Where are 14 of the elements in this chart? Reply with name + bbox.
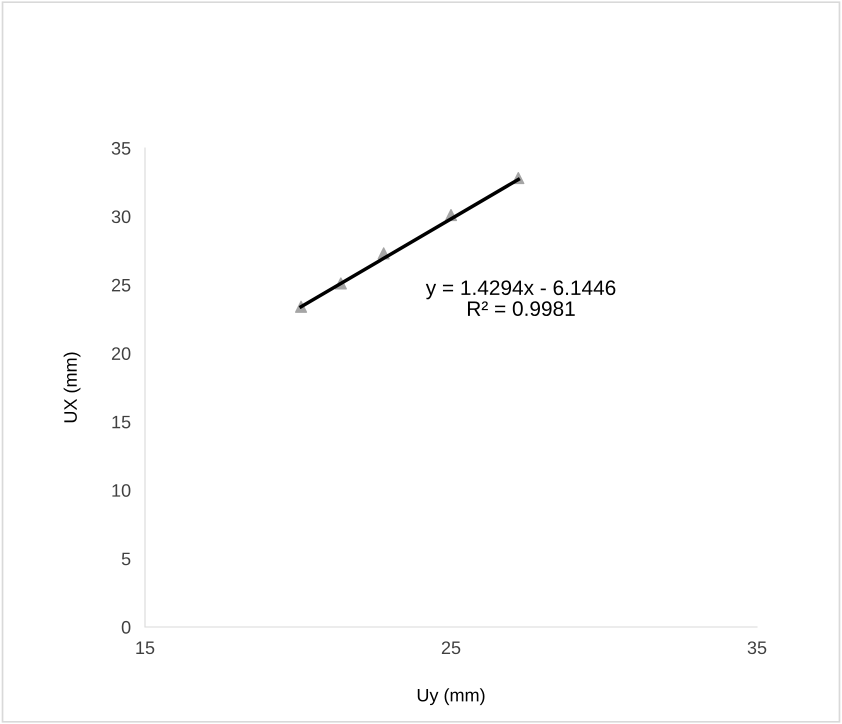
y-tick-label: 5 <box>122 552 130 566</box>
y-tick-label: 25 <box>112 278 130 292</box>
x-tick-label: 25 <box>442 641 460 654</box>
y-tick-label: 30 <box>112 210 130 224</box>
y-tick-label: 15 <box>112 416 130 428</box>
x-tick-label: 35 <box>748 641 766 654</box>
y-axis-title: UX (mm) <box>64 352 80 422</box>
annotation: y = 1.4294x - 6.1446 R² = 0.9981 <box>426 280 616 316</box>
y-tick-label: 10 <box>112 484 130 497</box>
x-axis-title: Uy (mm) <box>418 688 484 706</box>
y-tick-label: 35 <box>112 142 130 155</box>
y-tick-label: 20 <box>112 347 130 360</box>
y-tick-label: 0 <box>122 620 130 634</box>
x-tick-label: 15 <box>136 642 154 654</box>
